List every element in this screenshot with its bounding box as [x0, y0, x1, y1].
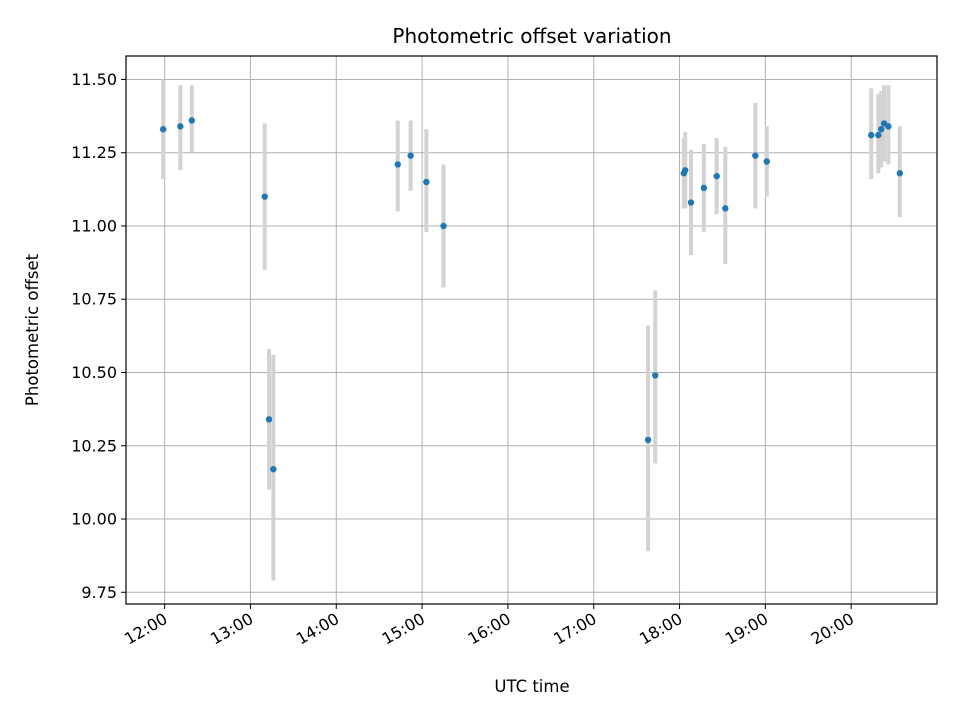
- data-point: [687, 199, 695, 206]
- point-layer: [159, 117, 904, 473]
- data-point: [682, 167, 689, 174]
- data-point: [868, 131, 875, 139]
- data-point: [265, 416, 273, 423]
- data-point: [407, 152, 414, 159]
- grid-layer: [126, 56, 937, 604]
- y-tick-label: 10.50: [71, 363, 117, 382]
- data-point: [700, 184, 708, 192]
- data-point: [896, 170, 904, 177]
- y-tick-label: 11.50: [71, 70, 117, 89]
- chart-title: Photometric offset variation: [392, 24, 671, 48]
- y-tick-label: 10.75: [71, 290, 117, 309]
- data-point: [752, 152, 759, 159]
- data-point: [875, 131, 882, 139]
- data-point: [440, 222, 447, 230]
- data-point: [885, 123, 892, 130]
- y-tick-label: 10.25: [71, 436, 117, 455]
- y-tick-label: 9.75: [81, 583, 117, 602]
- data-point: [177, 123, 184, 130]
- y-tick-label: 11.00: [71, 216, 117, 235]
- data-point: [394, 161, 401, 168]
- data-point: [159, 126, 167, 133]
- data-point: [722, 205, 729, 212]
- y-tick-label: 11.25: [71, 143, 117, 162]
- y-tick-label: 10.00: [71, 510, 117, 529]
- data-point: [652, 372, 659, 379]
- data-point: [188, 117, 195, 124]
- data-point: [423, 178, 430, 186]
- plot-frame: [125, 55, 938, 605]
- data-point: [713, 172, 720, 180]
- x-axis-label: UTC time: [494, 677, 569, 696]
- y-axis-label: Photometric offset: [23, 253, 42, 406]
- data-point: [878, 126, 885, 133]
- data-point: [261, 193, 268, 200]
- data-point: [644, 436, 652, 444]
- data-point: [270, 465, 277, 473]
- data-point: [763, 158, 770, 165]
